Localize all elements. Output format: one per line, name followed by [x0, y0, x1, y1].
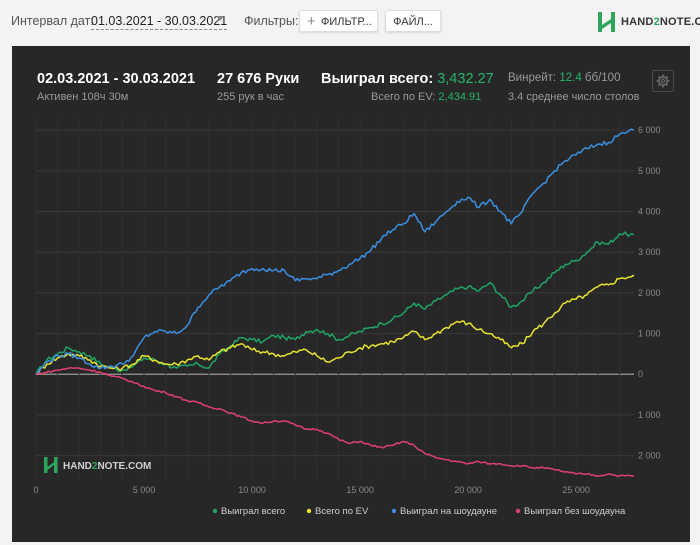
y-tick-label: 0	[638, 369, 643, 379]
period-range: 02.03.2021 - 30.03.2021	[37, 71, 196, 87]
date-range-picker[interactable]: 01.03.2021 - 30.03.2021	[91, 14, 228, 30]
file-button[interactable]: ФАЙЛ...	[385, 10, 441, 32]
x-tick-label: 10 000	[238, 485, 266, 495]
ev-total-label: Всего по EV:	[371, 91, 436, 103]
filters-label: Фильтры:	[244, 14, 299, 28]
add-filter-button[interactable]: + ФИЛЬТР...	[299, 10, 378, 32]
hands-count: 27 676 Руки	[217, 71, 300, 87]
y-tick-label: 2 000	[638, 451, 661, 461]
winrate-unit: бб/100	[584, 72, 621, 84]
ev-total: Всего по EV: 2,434.91	[371, 91, 481, 103]
watermark-logo-icon	[44, 457, 58, 473]
y-tick-label: 4 000	[638, 207, 661, 217]
date-interval-label: Интервал дат:	[11, 14, 94, 28]
chart-axes: 6 000 5 000 4 000 3 000 2 000 1 000 0 1 000 2 00…	[33, 125, 660, 495]
legend-label-4: Выиграл без шоудауна	[524, 506, 626, 517]
winnings-chart: 6 000 5 000 4 000 3 000 2 000 1 000 0 1 000 2 00…	[33, 118, 661, 517]
chart-watermark: HAND2NOTE.COM	[44, 457, 151, 473]
y-tick-label: 5 000	[638, 166, 661, 176]
series-line-2	[35, 274, 635, 375]
graph-panel: 02.03.2021 - 30.03.2021 Активен 108ч 30м…	[12, 46, 690, 542]
y-tick-label: 2 000	[638, 288, 661, 298]
x-tick-label: 20 000	[454, 485, 482, 495]
logo-icon	[598, 12, 615, 32]
x-tick-label: 5 000	[133, 485, 156, 495]
chart-legend: Выиграл всего Всего по EV Выиграл на шоуда…	[212, 506, 626, 517]
y-tick-label: 6 000	[638, 125, 661, 135]
series-line-4	[35, 366, 634, 478]
x-tick-label: 0	[33, 485, 38, 495]
hands-per-hour: 255 рук в час	[217, 91, 285, 103]
active-time: Активен 108ч 30м	[37, 91, 129, 103]
settings-button[interactable]	[652, 70, 674, 92]
legend-label-3: Выиграл на шоудауне	[400, 506, 497, 517]
chevron-down-icon[interactable]	[216, 16, 224, 21]
winrate: Винрейт: 12.4 бб/100	[508, 72, 620, 84]
add-filter-label: ФИЛЬТР...	[321, 16, 372, 28]
series-line-1	[35, 231, 635, 375]
legend-marker-3	[391, 508, 397, 514]
file-button-label: ФАЙЛ...	[393, 16, 433, 28]
chart-series	[35, 128, 635, 478]
y-tick-label: 3 000	[638, 247, 661, 257]
legend-marker-4	[515, 508, 521, 514]
avg-tables: 3.4 среднее число столов	[508, 91, 640, 103]
legend-marker-2	[306, 508, 312, 514]
x-tick-label: 15 000	[346, 485, 374, 495]
x-tick-label: 25 000	[562, 485, 590, 495]
won-total-label: Выиграл всего:	[321, 71, 434, 87]
filter-bar: Интервал дат: 01.03.2021 - 30.03.2021 Фи…	[0, 0, 700, 44]
y-tick-label: 1 000	[638, 329, 661, 339]
legend-marker-1	[212, 508, 218, 514]
won-total: Выиграл всего: 3,432.27	[321, 71, 494, 87]
winrate-label: Винрейт:	[508, 72, 557, 84]
legend-label-2: Всего по EV	[315, 506, 369, 517]
won-total-value: 3,432.27	[437, 71, 494, 87]
plus-icon: +	[307, 13, 316, 30]
series-line-3	[35, 128, 635, 375]
logo-text: HAND2NOTE.COM	[621, 16, 700, 28]
gear-icon	[656, 74, 670, 88]
ev-total-value: 2,434.91	[438, 91, 482, 103]
legend-label-1: Выиграл всего	[221, 506, 285, 517]
chart-grid	[35, 118, 634, 480]
winrate-value: 12.4	[559, 72, 582, 84]
y-tick-label: 1 000	[638, 410, 661, 420]
watermark-text: HAND2NOTE.COM	[63, 461, 151, 472]
